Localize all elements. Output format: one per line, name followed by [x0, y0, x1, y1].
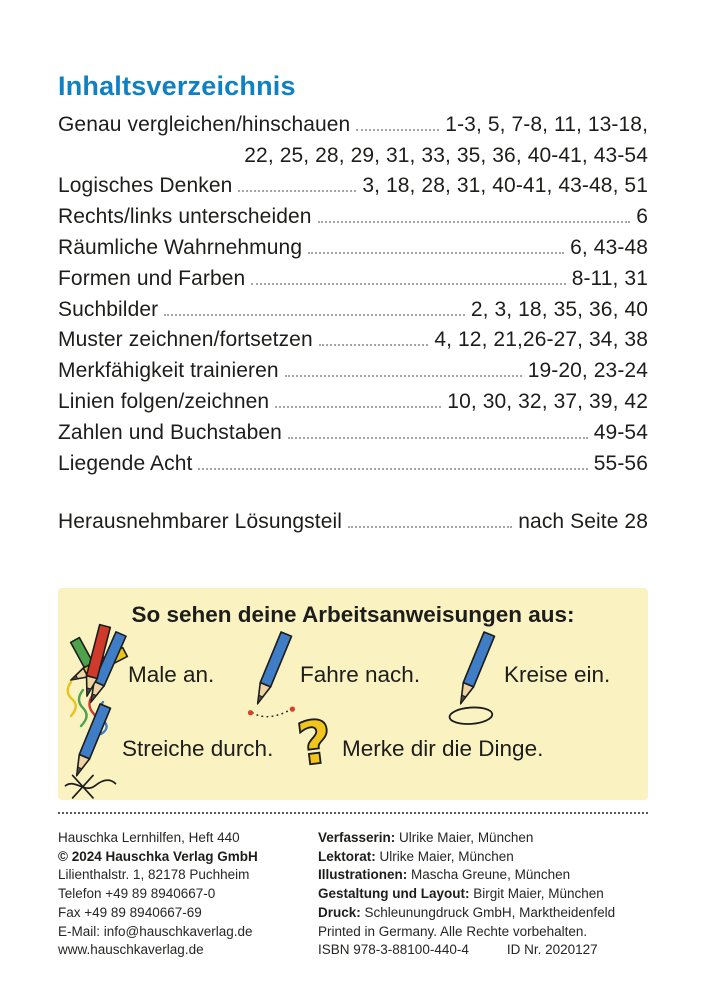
instruction-label: Kreise ein.: [504, 662, 611, 687]
colored-pencils-icon: [60, 622, 132, 736]
imprint-publisher-column: Hauschka Lernhilfen, Heft 440 © 2024 Haus…: [58, 829, 318, 960]
toc-entry-pages: 1-3, 5, 7-8, 11, 13-18,: [445, 112, 648, 136]
toc-entry-label: Logisches Denken: [58, 174, 233, 198]
toc-entry-label: Merkfähigkeit trainieren: [58, 359, 279, 383]
instruction-label: Fahre nach.: [300, 662, 421, 687]
toc-entry-label: Muster zeichnen/fortsetzen: [58, 328, 313, 352]
imprint-line: © 2024 Hauschka Verlag GmbH: [58, 848, 258, 864]
toc-entry-pages: 2, 3, 18, 35, 36, 40: [470, 297, 648, 321]
toc-dotted-leader: [308, 251, 565, 254]
imprint-line: Lilienthalstr. 1, 82178 Puchheim: [58, 867, 250, 883]
toc-entry: Linien folgen/zeichnen 10, 30, 32, 37, 39…: [58, 385, 648, 416]
toc-entry: Muster zeichnen/fortsetzen 4, 12, 21,26-2…: [58, 324, 648, 355]
toc-entry-pages: 22, 25, 28, 29, 31, 33, 35, 36, 40-41, 4…: [244, 143, 648, 167]
imprint-line: ISBN 978-3-88100-440-4 ID Nr. 2020127: [318, 942, 598, 958]
toc-entry: Liegende Acht 55-56: [58, 447, 648, 478]
imprint-line: Druck: Schleunungdruck GmbH, Marktheiden…: [318, 904, 616, 920]
imprint-line: Gestaltung und Layout: Birgit Maier, Mün…: [318, 886, 604, 902]
toc-entry: Merkfähigkeit trainieren 19-20, 23-24: [58, 354, 648, 385]
toc-entry: Logisches Denken 3, 18, 28, 31, 40-41, 43…: [58, 170, 648, 201]
toc-entry-pages: 6, 43-48: [570, 235, 648, 259]
footer-divider: [58, 812, 648, 814]
toc-entry-pages: 6: [636, 205, 648, 229]
toc-dotted-leader: [317, 221, 631, 224]
imprint-line: Printed in Germany. Alle Rechte vorbehal…: [318, 923, 588, 939]
toc-entry: Zahlen und Buchstaben 49-54: [58, 416, 648, 447]
toc-entry-pages: 8-11, 31: [571, 266, 648, 290]
toc-entry-label: Linien folgen/zeichnen: [58, 389, 270, 413]
toc-dotted-leader: [356, 128, 440, 131]
toc-dotted-leader: [238, 190, 357, 193]
toc-entry-loesungsteil: Herausnehmbarer Lösungsteil nach Seite 28: [58, 506, 648, 537]
toc-dotted-leader: [164, 313, 465, 316]
pencil-strike-icon: [58, 702, 124, 802]
toc-entry-pages: 19-20, 23-24: [527, 359, 648, 383]
imprint: Hauschka Lernhilfen, Heft 440 © 2024 Haus…: [58, 829, 650, 960]
toc-entry-label: Zahlen und Buchstaben: [58, 420, 282, 444]
instruction-box-title: So sehen deine Arbeitsanweisungen aus:: [131, 602, 575, 627]
imprint-line: Fax +49 89 8940667-69: [58, 904, 202, 920]
toc-entry-label: Räumliche Wahrnehmung: [58, 235, 303, 259]
toc-dotted-leader: [287, 436, 588, 439]
toc-entry-pages: nach Seite 28: [518, 510, 648, 534]
imprint-line: Verfasserin: Ulrike Maier, München: [318, 830, 534, 845]
toc-entry: Suchbilder 2, 3, 18, 35, 36, 40: [58, 293, 648, 324]
imprint-line: E-Mail: info@hauschkaverlag.de: [58, 923, 253, 939]
question-mark-icon: ?: [294, 710, 336, 780]
toc-dotted-leader: [198, 467, 588, 470]
toc-entry-pages: 4, 12, 21,26-27, 34, 38: [434, 328, 648, 352]
imprint-line: Illustrationen: Mascha Greune, München: [318, 867, 571, 883]
imprint-line: www.hauschkaverlag.de: [58, 942, 204, 958]
toc-dotted-leader: [275, 405, 442, 408]
toc-dotted-leader: [318, 344, 429, 347]
toc-entry-label: Liegende Acht: [58, 451, 193, 475]
imprint-line: Hauschka Lernhilfen, Heft 440: [58, 830, 240, 845]
toc-dotted-leader: [348, 526, 513, 529]
pencil-trace-icon: [244, 628, 300, 726]
pencil-circle-icon: [446, 628, 504, 730]
page-title: Inhaltsverzeichnis: [58, 71, 296, 101]
instruction-box: So sehen deine Arbeitsanweisungen aus: M…: [58, 588, 648, 800]
toc-entry: Genau vergleichen/hinschauen 1-3, 5, 7-8,…: [58, 108, 648, 139]
imprint-credits-column: Verfasserin: Ulrike Maier, München Lektor…: [318, 829, 650, 960]
toc-entry-pages: 3, 18, 28, 31, 40-41, 43-48, 51: [362, 174, 648, 198]
toc-dotted-leader: [284, 375, 522, 378]
instruction-label: Male an.: [128, 662, 215, 687]
toc-entry-label: Herausnehmbarer Lösungsteil: [58, 510, 343, 534]
toc-entry-pages: 10, 30, 32, 37, 39, 42: [447, 389, 648, 413]
imprint-line: Telefon +49 89 8940667-0: [58, 886, 216, 902]
toc-entry: Rechts/links unterscheiden 6: [58, 200, 648, 231]
toc-entry-label: Genau vergleichen/hinschauen: [58, 112, 351, 136]
toc-list: Genau vergleichen/hinschauen 1-3, 5, 7-8,…: [58, 108, 648, 536]
toc-entry-pages: 49-54: [593, 420, 648, 444]
instruction-label: Streiche durch.: [122, 736, 274, 761]
toc-dotted-leader: [251, 282, 566, 285]
toc-entry: Formen und Farben 8-11, 31: [58, 262, 648, 293]
toc-entry-pages: 55-56: [593, 451, 648, 475]
svg-text:?: ?: [294, 710, 336, 780]
id-number: ID Nr. 2020127: [506, 942, 598, 958]
toc-entry-label: Formen und Farben: [58, 266, 246, 290]
imprint-line: Lektorat: Ulrike Maier, München: [318, 848, 514, 864]
toc-entry-label: Suchbilder: [58, 297, 159, 321]
instruction-label: Merke dir die Dinge.: [342, 736, 544, 761]
toc-entry: Räumliche Wahrnehmung 6, 43-48: [58, 231, 648, 262]
toc-entry-label: Rechts/links unterscheiden: [58, 205, 312, 229]
toc-entry-pages-continued: 22, 25, 28, 29, 31, 33, 35, 36, 40-41, 4…: [58, 139, 648, 170]
